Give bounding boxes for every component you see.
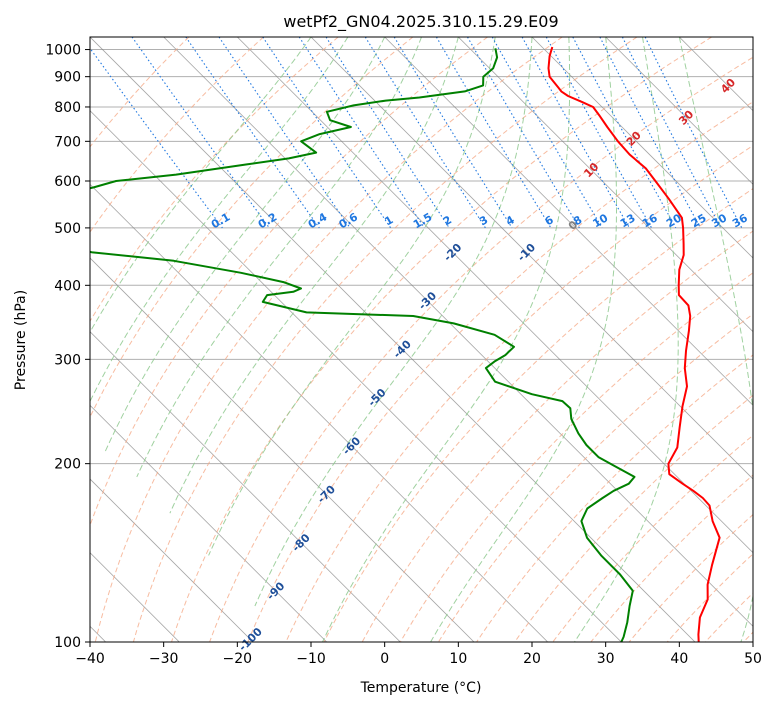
chart-title: wetPf2_GN04.2025.310.15.29.E09: [283, 12, 558, 32]
moist-adiabat-line: [678, 37, 753, 642]
axis-ticks: −40 −30 −20 −10 0 10 20 30 40 50 100 200 300 400 500 60…: [45, 43, 762, 667]
moist-adiabat-line: [169, 37, 459, 514]
dry-adiabat-line: [90, 37, 190, 148]
isotherm-line: [90, 37, 696, 642]
mixing-ratio-line: [262, 37, 392, 229]
isotherm-line: [90, 110, 622, 642]
y-tick-label: 900: [54, 70, 81, 86]
grid-layer: [90, 37, 753, 642]
plot-frame: [89, 36, 754, 643]
isotherm-line: [90, 183, 548, 642]
isotherm-line: [90, 478, 254, 642]
y-axis-label: Pressure (hPa): [13, 290, 29, 390]
dry-adiabat-line: [94, 37, 563, 642]
series-layer: [90, 46, 721, 642]
x-tick-label: 40: [670, 651, 688, 667]
moist-adiabat-line: [208, 37, 496, 556]
moist-adiabat-line: [322, 37, 571, 642]
dry-adiabat-line: [552, 434, 753, 642]
mixing-ratio-line: [298, 37, 425, 229]
y-tick-label: 200: [54, 457, 81, 473]
dry-adiabat-line: [90, 37, 414, 419]
moist-adiabat-line: [136, 37, 422, 478]
mixing-ratio-line: [131, 37, 270, 229]
x-axis-label: Temperature (°C): [360, 680, 482, 696]
mixing-ratio-line: [545, 37, 653, 229]
x-tick-label: 30: [597, 651, 615, 667]
x-tick-label: 50: [744, 651, 762, 667]
y-tick-label: 100: [54, 635, 81, 651]
dry-adiabat-line: [285, 144, 753, 642]
x-tick-label: 0: [380, 651, 389, 667]
x-tick-label: 10: [449, 651, 467, 667]
isotherm-line: [90, 404, 327, 642]
mixing-ratio-line: [644, 37, 743, 229]
isotherm-line: [90, 257, 475, 642]
y-tick-label: 800: [54, 100, 81, 116]
isotherm-line: [531, 37, 753, 259]
isotherm-line: [90, 331, 401, 642]
x-tick-label: −30: [149, 651, 179, 667]
dry-adiabat-line: [590, 474, 753, 642]
isotherm-line: [237, 37, 753, 554]
dry-adiabat-line: [361, 230, 753, 642]
mixing-ratio-line: [521, 37, 630, 229]
dry-adiabat-line: [323, 188, 753, 642]
y-tick-label: 300: [54, 352, 81, 368]
dry-adiabat-line: [209, 56, 753, 642]
x-tick-label: −10: [296, 651, 326, 667]
moist-adiabat-line: [104, 37, 386, 452]
moist-adiabat-line: [254, 37, 533, 607]
dry-adiabat-line: [399, 272, 753, 642]
mixing-ratio-line: [185, 37, 320, 229]
y-tick-label: 1000: [45, 43, 81, 59]
y-tick-label: 700: [54, 134, 81, 150]
x-tick-label: −20: [223, 651, 253, 667]
dry-adiabat-line: [132, 37, 638, 642]
dry-adiabat-line: [476, 354, 753, 642]
mixing-ratio-line: [90, 47, 223, 229]
mixing-ratio-line: [393, 37, 513, 229]
y-tick-label: 500: [54, 221, 81, 237]
dry-adiabat-line: [171, 37, 712, 642]
y-tick-label: 600: [54, 174, 81, 190]
moist-adiabat-line: [574, 37, 679, 642]
isotherm-line: [163, 37, 753, 627]
mixing-ratio-line: [218, 37, 351, 229]
dry-adiabat-line: [437, 313, 753, 642]
moist-adiabat-line: [430, 37, 617, 642]
x-tick-label: 20: [523, 651, 541, 667]
isotherm-line: [605, 37, 753, 185]
moist-adiabat-line: [90, 37, 312, 334]
y-tick-label: 400: [54, 278, 81, 294]
dewpoint-profile-line: [90, 48, 636, 642]
mixing-ratio-line: [325, 37, 450, 229]
mixing-ratio-line: [572, 37, 677, 229]
isotherm-line: [458, 37, 753, 333]
temperature-profile-line: [547, 46, 721, 642]
x-tick-label: −40: [75, 651, 105, 667]
